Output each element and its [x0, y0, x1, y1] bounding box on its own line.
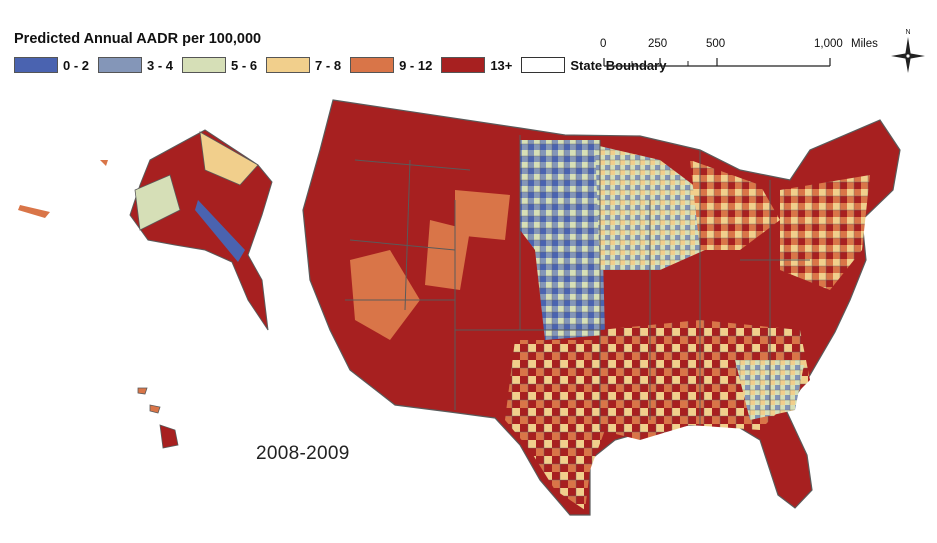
alaska-island-1 [100, 160, 108, 166]
legend-item-state-boundary: State Boundary [521, 57, 666, 73]
scale-tick-1000: 1,000 [814, 38, 843, 50]
north-arrow-icon: N [891, 29, 925, 73]
hawaii-maui [149, 404, 161, 414]
choropleth-map [18, 99, 901, 516]
hawaii-big-island [159, 424, 179, 449]
legend-item-13-plus: 13+ [441, 57, 512, 73]
hawaii [137, 387, 179, 449]
region-texas [505, 340, 605, 510]
time-period-label: 2008-2009 [256, 443, 350, 464]
legend-label-9-12: 9 - 12 [399, 57, 433, 73]
scale-unit: Miles [851, 38, 878, 50]
legend-item-5-6: 5 - 6 [182, 57, 257, 73]
legend-label-13-plus: 13+ [490, 57, 513, 73]
state-boundaries [345, 135, 810, 430]
legend-item-9-12: 9 - 12 [350, 57, 432, 73]
legend-swatch-9-12 [350, 57, 395, 73]
legend-item-3-4: 3 - 4 [98, 57, 173, 73]
legend-label-0-2: 0 - 2 [63, 57, 90, 73]
legend-title: Predicted Annual AADR per 100,000 [14, 31, 262, 47]
alaska [18, 129, 273, 331]
legend-swatch-state-boundary [521, 57, 566, 73]
legend-label-5-6: 5 - 6 [231, 57, 258, 73]
conterminous-us [302, 99, 901, 516]
legend-label-7-8: 7 - 8 [315, 57, 342, 73]
alaska-band [195, 200, 245, 262]
region-plains [520, 140, 605, 340]
compass-n-label: N [905, 29, 910, 36]
legend-swatch-7-8 [266, 57, 311, 73]
alaska-shape [129, 129, 273, 331]
alaska-west [134, 174, 181, 231]
legend-label-state-boundary: State Boundary [570, 57, 667, 73]
scale-bar-graphic [603, 58, 831, 67]
scale-tick-0: 0 [600, 38, 607, 50]
legend: 0 - 2 3 - 4 5 - 6 7 - 8 9 - 12 13+ State… [14, 56, 675, 74]
legend-swatch-0-2 [14, 57, 58, 73]
scale-tick-250: 250 [648, 38, 668, 50]
legend-swatch-3-4 [98, 57, 143, 73]
legend-item-0-2: 0 - 2 [14, 57, 89, 73]
alaska-north [199, 131, 259, 186]
legend-swatch-13-plus [441, 57, 486, 73]
scale-bar: 0 250 500 1,000 Miles [600, 38, 878, 78]
region-west-orange [350, 250, 420, 340]
scale-tick-500: 500 [706, 38, 726, 50]
region-utah [425, 220, 470, 290]
legend-swatch-5-6 [182, 57, 227, 73]
region-wyoming [455, 190, 510, 240]
legend-label-3-4: 3 - 4 [147, 57, 174, 73]
alaska-island-2 [18, 205, 50, 218]
north-arrow: N [888, 26, 928, 74]
region-northeast [780, 175, 870, 290]
hawaii-oahu [137, 387, 148, 395]
legend-item-7-8: 7 - 8 [266, 57, 341, 73]
region-great-lakes [690, 160, 780, 250]
